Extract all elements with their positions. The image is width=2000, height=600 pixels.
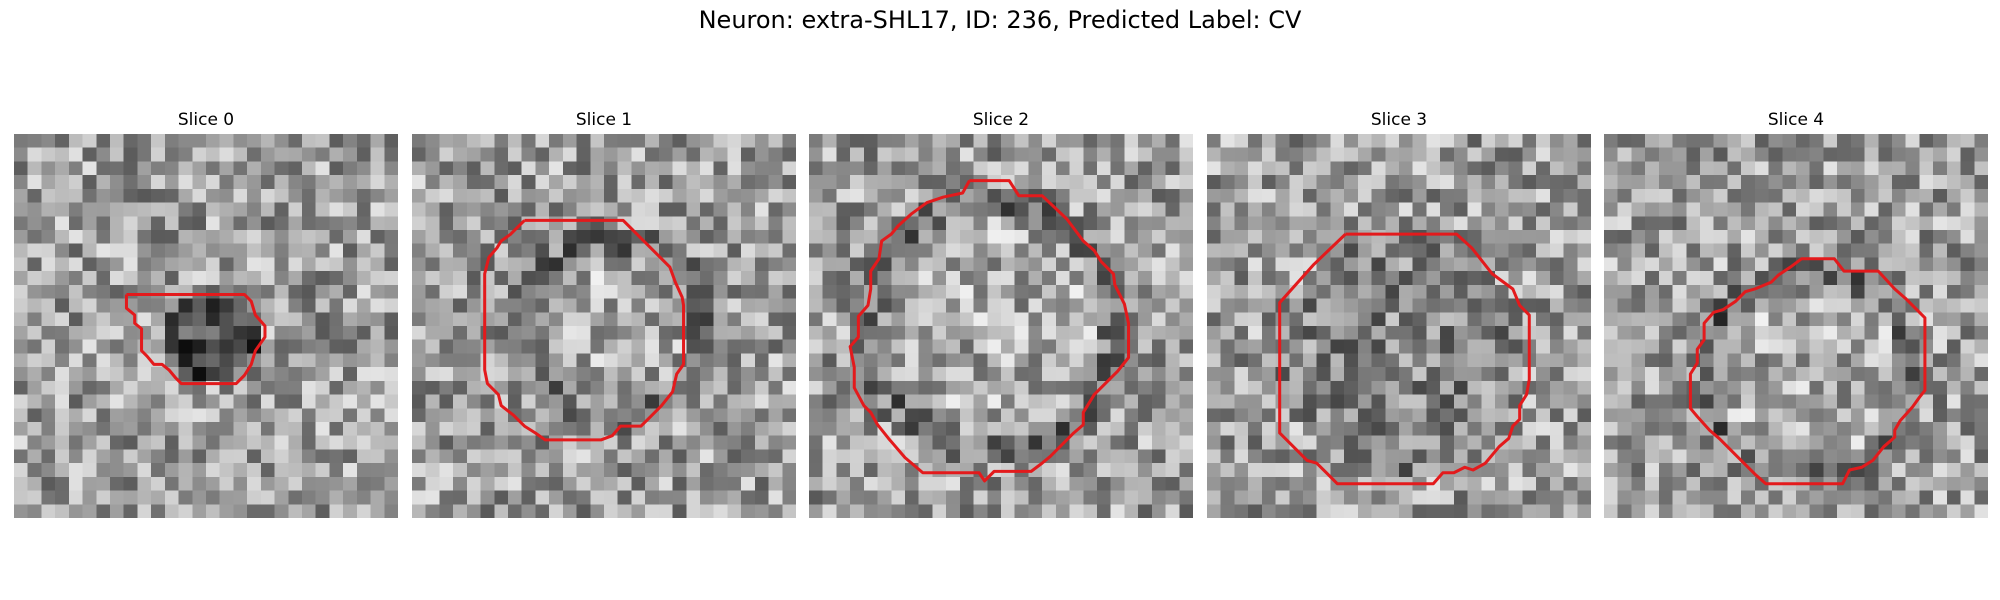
roi-contour [1688,257,1927,486]
slice-image-0 [14,134,398,518]
roi-contour [1278,232,1531,486]
panel-title-slice-0: Slice 0 [177,110,235,130]
slice-image-3 [1207,134,1591,518]
panel-title-slice-1: Slice 1 [575,110,633,130]
pixel-grid [809,134,1193,518]
roi-contour [848,179,1131,483]
panel-title-slice-3: Slice 3 [1370,110,1428,130]
pixel-grid [1207,134,1591,518]
roi-contour [483,218,686,442]
figure-title: Neuron: extra-SHL17, ID: 236, Predicted … [698,6,1302,34]
panel-title-slice-4: Slice 4 [1767,110,1825,130]
pixel-grid [1604,134,1988,518]
panel-title-slice-2: Slice 2 [972,110,1030,130]
pixel-grid [412,134,796,518]
pixel-grid [14,134,398,518]
slice-image-2 [809,134,1193,518]
slice-image-4 [1604,134,1988,518]
slice-image-1 [412,134,796,518]
roi-contour [124,292,267,386]
